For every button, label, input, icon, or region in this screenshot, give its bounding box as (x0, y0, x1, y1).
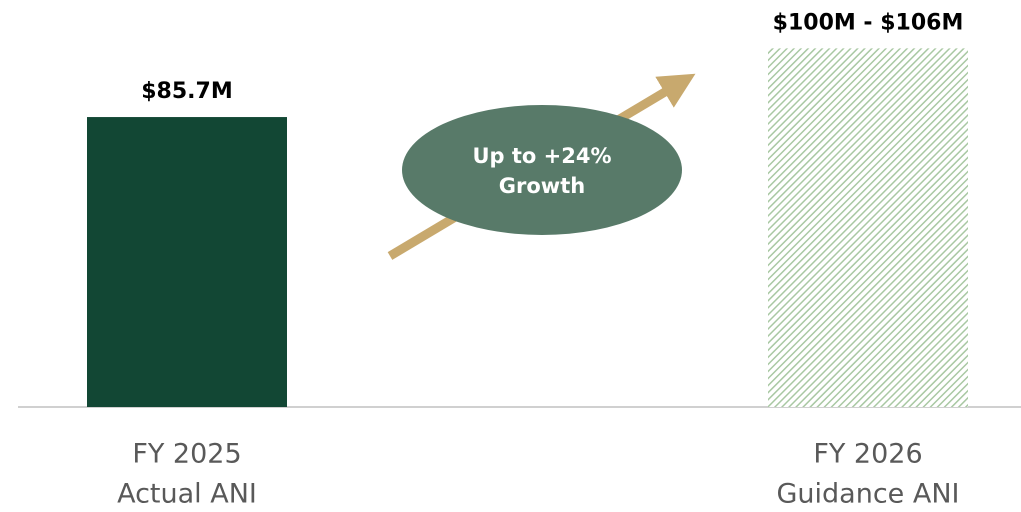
x-tick-label: Guidance ANI (776, 479, 959, 510)
bar (768, 48, 968, 407)
value-label: $100M - $106M (773, 10, 964, 35)
value-label: $85.7M (141, 79, 232, 104)
growth-bubble (402, 105, 682, 235)
x-tick-label: Actual ANI (117, 479, 257, 510)
annotation: Growth (499, 174, 585, 198)
annotation: Up to +24% (472, 144, 611, 168)
x-tick-label: FY 2025 (132, 439, 241, 470)
bar (87, 117, 287, 407)
x-tick-label: FY 2026 (813, 439, 922, 470)
